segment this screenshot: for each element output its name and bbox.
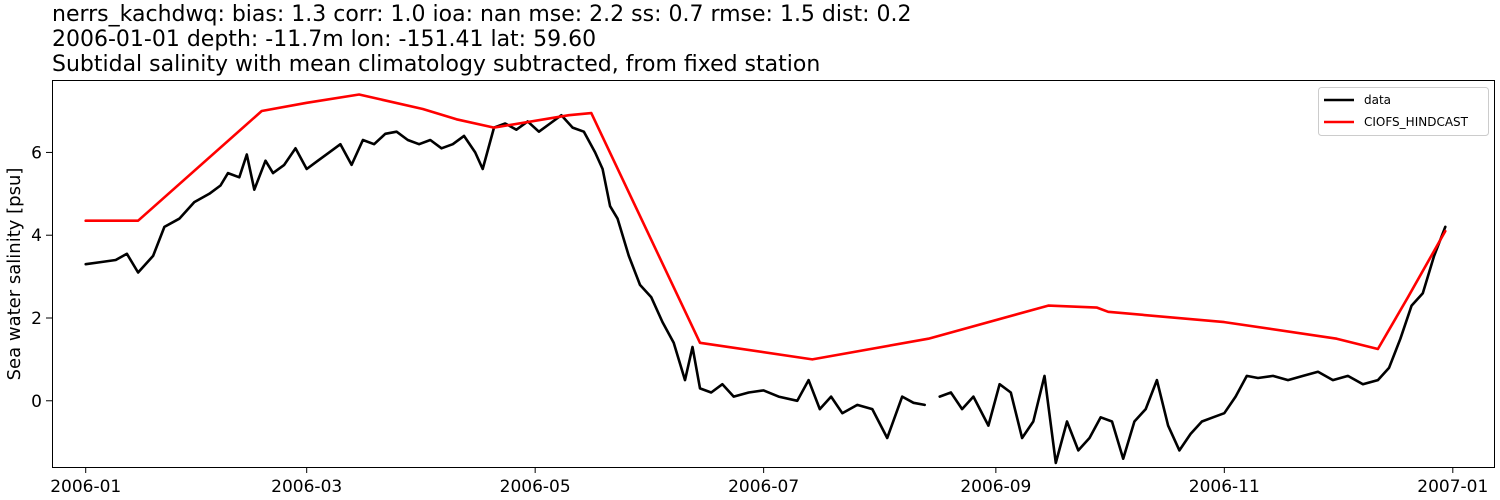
x-tick-label: 2006-09 <box>960 477 1031 497</box>
series-line-ciofs-hindcast <box>84 93 1447 361</box>
x-tick-label: 2006-07 <box>728 477 799 497</box>
chart-title-line-1: nerrs_kachdwq: bias: 1.3 corr: 1.0 ioa: … <box>52 2 912 27</box>
x-tick-label: 2007-01 <box>1417 477 1488 497</box>
legend-frame <box>1318 87 1489 136</box>
chart-title-line-3: Subtidal salinity with mean climatology … <box>52 52 821 77</box>
chart-title-line-2: 2006-01-01 depth: -11.7m lon: -151.41 la… <box>52 27 597 52</box>
x-tick-label: 2006-11 <box>1189 477 1260 497</box>
legend-label: CIOFS_HINDCAST <box>1364 115 1469 129</box>
x-tick-label: 2006-05 <box>500 477 571 497</box>
y-tick-label: 4 <box>31 226 42 246</box>
chart-title-block: nerrs_kachdwq: bias: 1.3 corr: 1.0 ioa: … <box>52 2 911 77</box>
legend-label: data <box>1364 93 1391 107</box>
legend: data CIOFS_HINDCAST <box>1318 87 1489 136</box>
y-tick-label: 2 <box>31 309 42 329</box>
plot-frame <box>52 80 1495 468</box>
series-line-data <box>84 113 1447 465</box>
y-tick-label: 0 <box>31 392 42 412</box>
x-tick-label: 2006-03 <box>271 477 342 497</box>
y-tick-label: 6 <box>31 143 42 163</box>
x-tick-label: 2006-01 <box>50 477 121 497</box>
y-axis-label: Sea water salinity [psu] <box>4 168 25 381</box>
